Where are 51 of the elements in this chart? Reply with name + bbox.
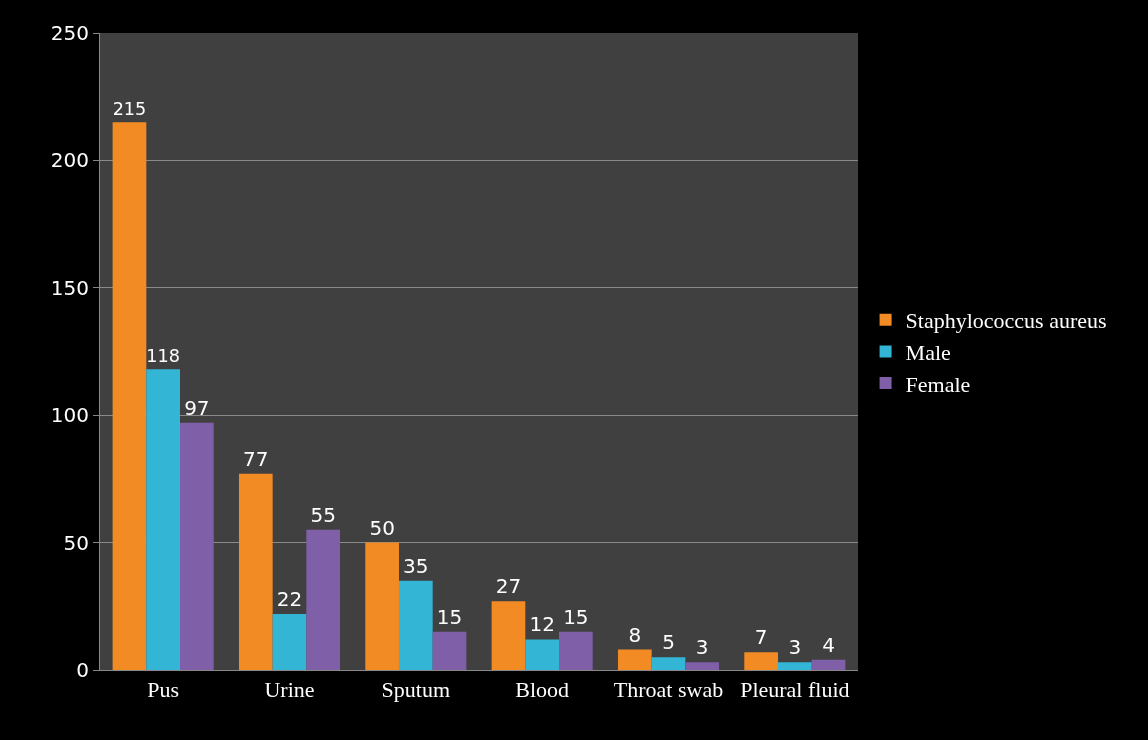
data-label: 3 [695, 635, 709, 660]
x-tick-label: Throat swab [613, 677, 724, 703]
bar [811, 659, 846, 670]
x-tick-label: Pleural fluid [740, 677, 850, 703]
bar [306, 529, 341, 670]
x-tick-label: Pus [147, 677, 180, 703]
legend-label: Female [905, 371, 971, 397]
legend-label: Male [905, 339, 951, 365]
data-label: 77 [243, 446, 269, 471]
bar [617, 649, 652, 670]
data-label: 5 [662, 630, 675, 655]
y-tick-label: 250 [50, 21, 89, 45]
bar [744, 652, 778, 670]
legend-label: Staphylococcus aureus [905, 308, 1107, 334]
bar [777, 662, 812, 670]
bar [365, 542, 399, 670]
bar [398, 580, 433, 670]
y-tick-label: 150 [50, 275, 89, 300]
data-label: 3 [788, 635, 802, 660]
x-tick-label: Blood [515, 677, 570, 703]
data-label: 215 [112, 98, 147, 119]
bar [180, 422, 214, 670]
bar [112, 122, 147, 670]
bar [238, 473, 273, 670]
data-label: 4 [822, 632, 835, 657]
bar [432, 631, 467, 670]
data-label: 15 [436, 604, 463, 629]
data-label: 7 [754, 625, 768, 650]
bar [146, 369, 181, 670]
data-label: 55 [310, 502, 336, 527]
data-label: 35 [403, 553, 429, 578]
y-tick-label: 0 [76, 658, 89, 682]
data-label: 15 [563, 604, 589, 629]
bar [685, 662, 720, 670]
y-tick-label: 50 [63, 530, 89, 555]
bar [525, 639, 560, 670]
data-label: 50 [369, 515, 395, 540]
y-tick-label: 200 [50, 148, 89, 173]
data-label: 118 [146, 345, 180, 366]
data-label: 12 [529, 612, 555, 637]
x-tick-label: Urine [264, 677, 315, 703]
bar [272, 613, 307, 670]
data-label: 8 [628, 622, 642, 647]
data-label: 27 [495, 574, 522, 599]
bar [651, 657, 686, 670]
data-label: 97 [184, 395, 210, 420]
y-tick-label: 100 [50, 403, 89, 428]
bar [559, 631, 593, 670]
bar [491, 601, 526, 670]
data-label: 22 [276, 586, 303, 611]
x-tick-label: Sputum [381, 677, 451, 703]
